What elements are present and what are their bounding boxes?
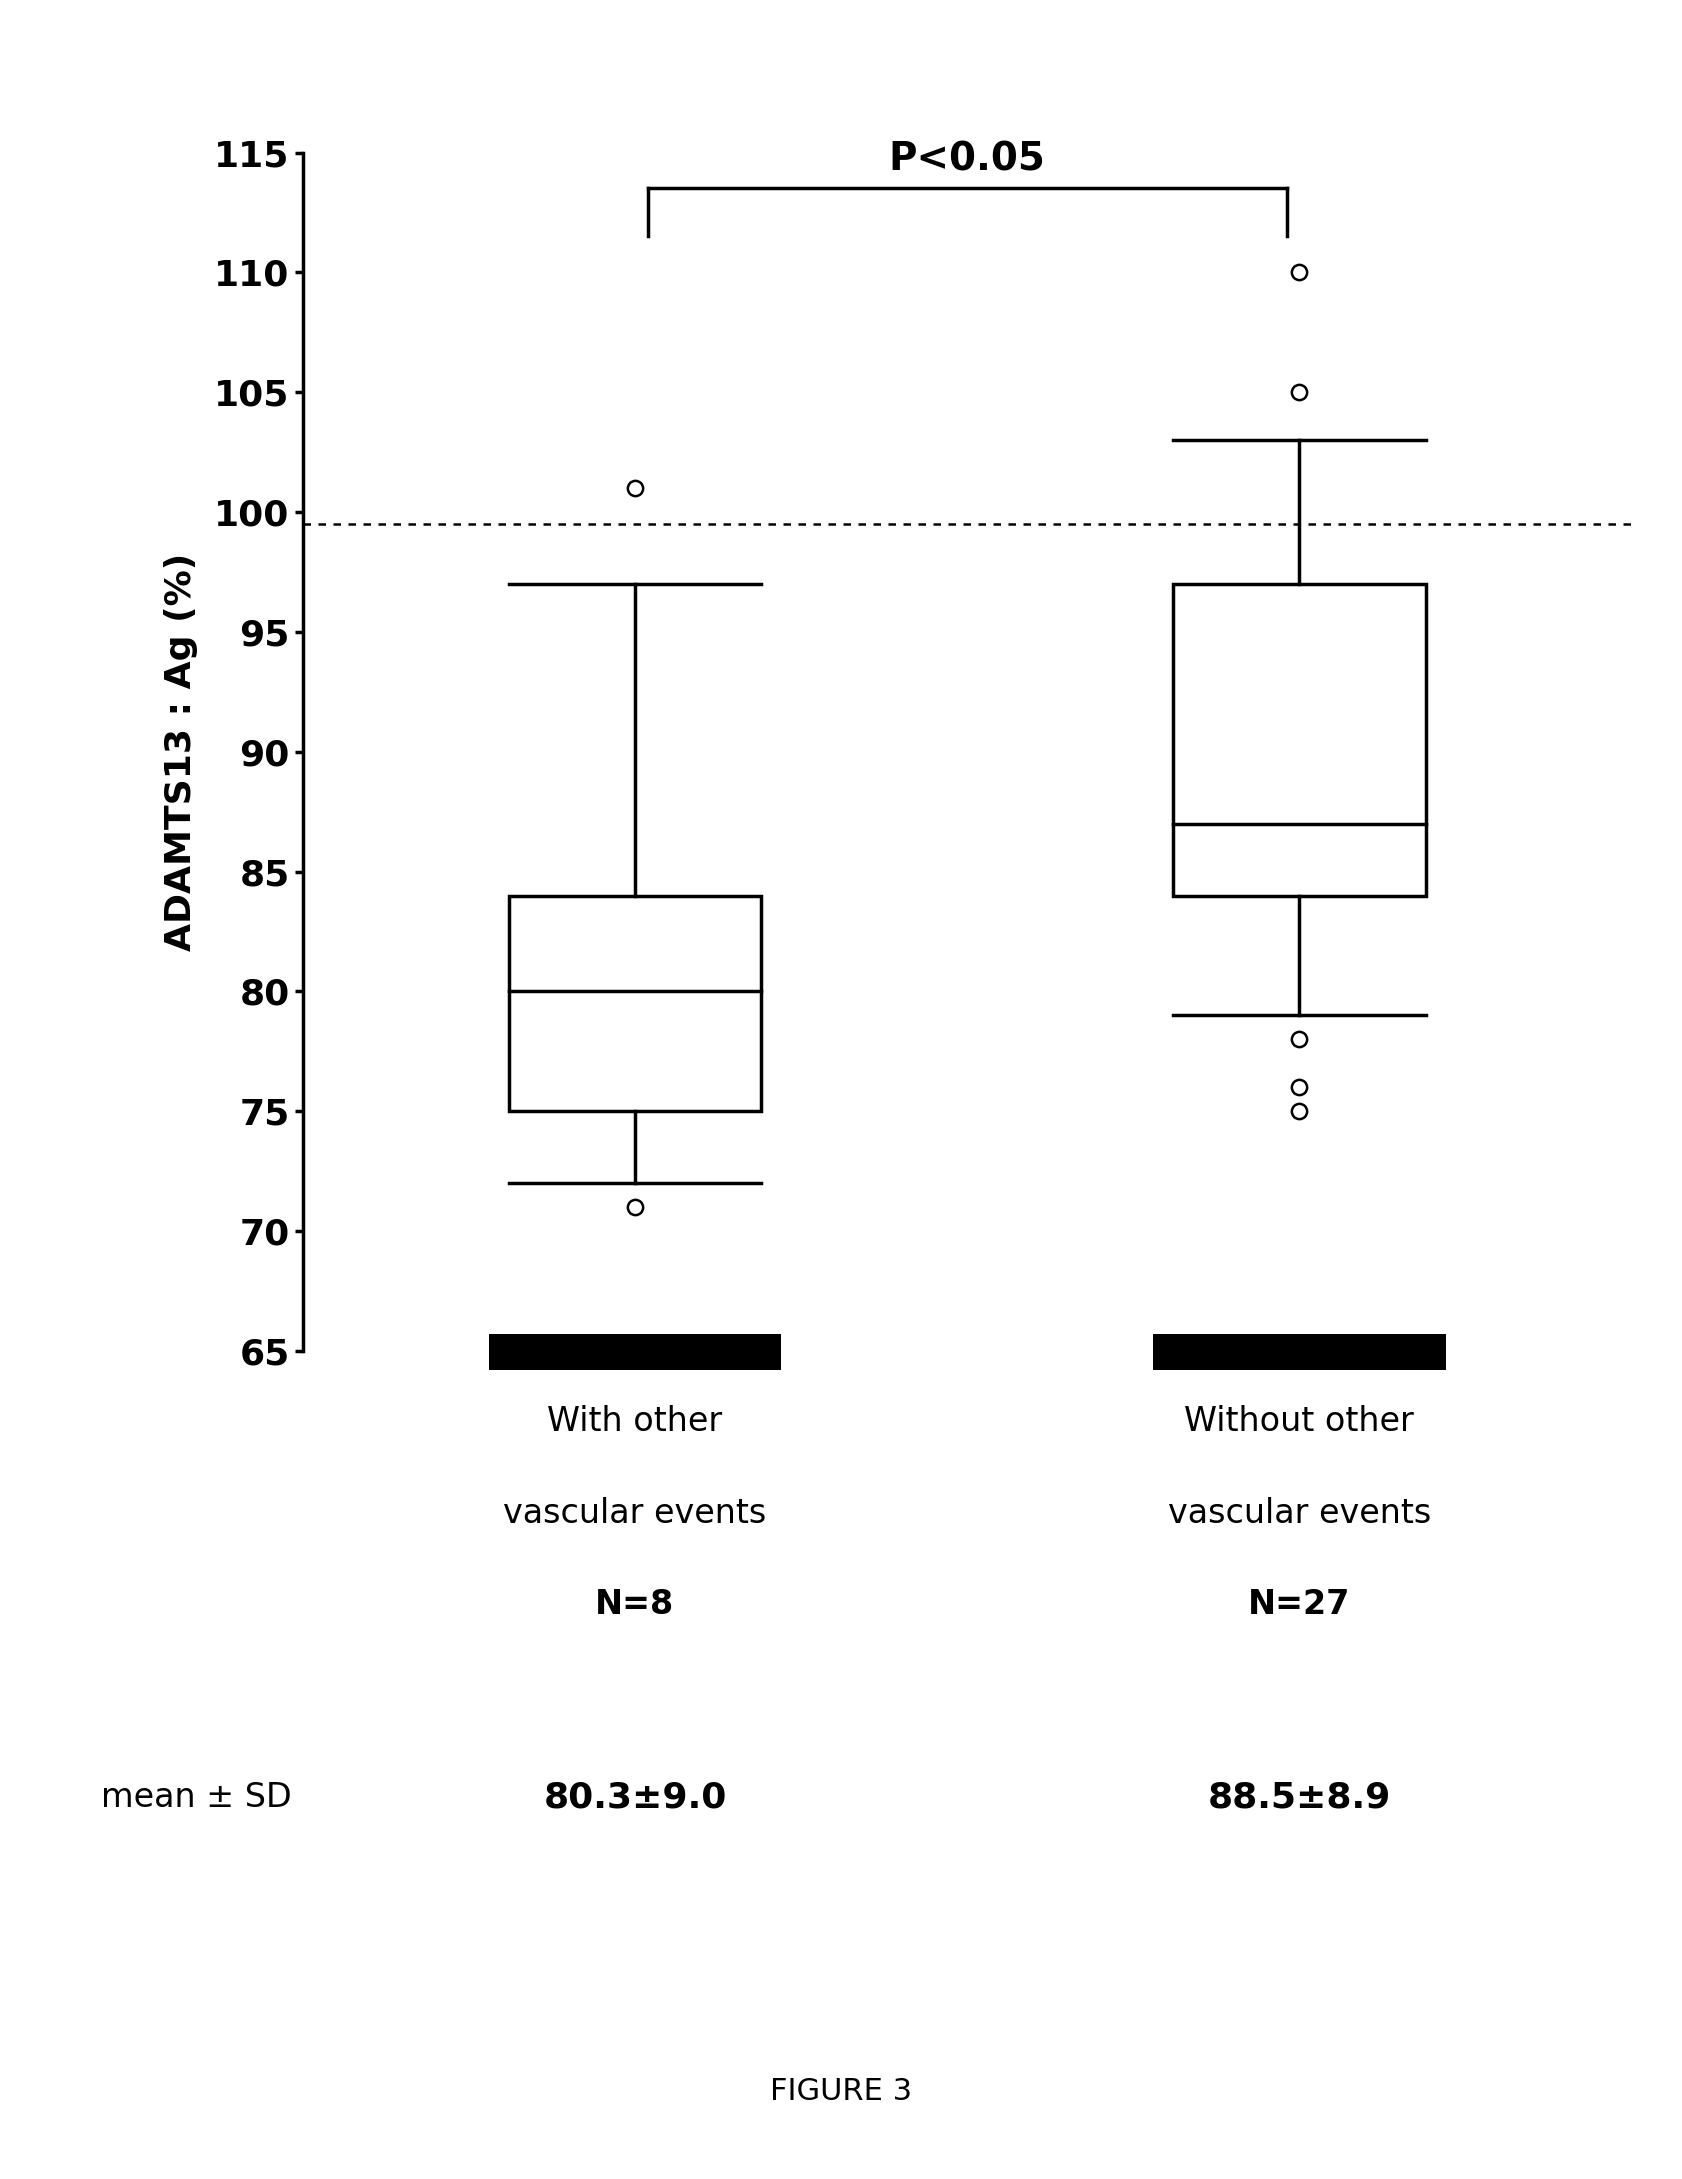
- Text: With other: With other: [547, 1405, 723, 1438]
- Text: 80.3±9.0: 80.3±9.0: [543, 1780, 727, 1815]
- Text: mean ± SD: mean ± SD: [101, 1780, 291, 1815]
- Text: vascular events: vascular events: [503, 1497, 767, 1530]
- Text: FIGURE 3: FIGURE 3: [770, 2077, 912, 2107]
- Text: 88.5±8.9: 88.5±8.9: [1208, 1780, 1391, 1815]
- Bar: [1172, 584, 1426, 896]
- Bar: [489, 1334, 780, 1371]
- Bar: [508, 896, 762, 1111]
- Text: Without other: Without other: [1184, 1405, 1415, 1438]
- Text: N=27: N=27: [1248, 1588, 1351, 1621]
- Text: N=8: N=8: [595, 1588, 674, 1621]
- Y-axis label: ADAMTS13 : Ag (%): ADAMTS13 : Ag (%): [163, 553, 197, 950]
- Text: vascular events: vascular events: [1167, 1497, 1431, 1530]
- Text: P<0.05: P<0.05: [888, 142, 1046, 179]
- Bar: [1154, 1334, 1445, 1371]
